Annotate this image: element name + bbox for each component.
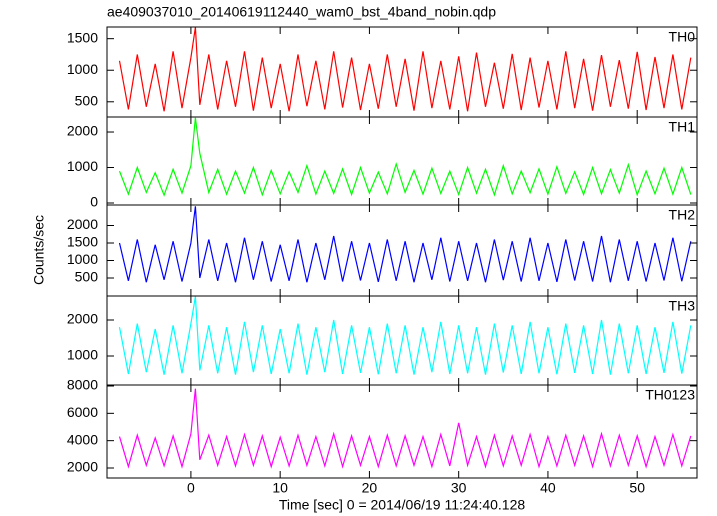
y-tick-label: 1000 <box>67 158 98 174</box>
x-tick-label: 40 <box>540 480 556 496</box>
panel-label: TH3 <box>669 298 696 314</box>
panel-label: TH1 <box>669 119 696 135</box>
y-tick-label: 4000 <box>67 431 98 447</box>
y-tick-label: 2000 <box>67 311 98 327</box>
x-tick-label: 0 <box>187 480 195 496</box>
panel-label: TH0 <box>669 29 696 45</box>
y-tick-label: 1000 <box>67 251 98 267</box>
y-tick-label: 2000 <box>67 123 98 139</box>
y-tick-label: 1500 <box>67 234 98 250</box>
y-tick-label: 0 <box>90 194 98 210</box>
y-tick-label: 500 <box>75 92 99 108</box>
x-tick-label: 20 <box>362 480 378 496</box>
y-tick-label: 8000 <box>67 377 98 393</box>
y-tick-label: 500 <box>75 269 99 285</box>
y-axis-label: Counts/sec <box>31 215 47 285</box>
data-line <box>118 206 692 283</box>
data-line <box>118 27 692 112</box>
panel-frame <box>106 116 698 206</box>
x-tick-label: 50 <box>629 480 645 496</box>
panel-label: TH0123 <box>645 387 695 403</box>
panel-frame <box>106 384 698 479</box>
panel-frame <box>106 204 698 297</box>
y-tick-label: 2000 <box>67 216 98 232</box>
x-axis-label: Time [sec] 0 = 2014/06/19 11:24:40.128 <box>279 497 526 513</box>
panel-label: TH2 <box>669 207 696 223</box>
y-tick-label: 6000 <box>67 404 98 420</box>
y-tick-label: 1000 <box>67 347 98 363</box>
data-line <box>118 296 692 375</box>
data-line <box>118 117 692 197</box>
y-tick-label: 1000 <box>67 61 98 77</box>
x-tick-label: 10 <box>272 480 288 496</box>
chart-title: ae409037010_20140619112440_wam0_bst_4ban… <box>107 4 496 20</box>
data-line <box>118 388 692 469</box>
y-tick-label: 1500 <box>67 29 98 45</box>
x-tick-label: 30 <box>451 480 467 496</box>
y-tick-label: 2000 <box>67 459 98 475</box>
panel-frame <box>106 26 698 118</box>
